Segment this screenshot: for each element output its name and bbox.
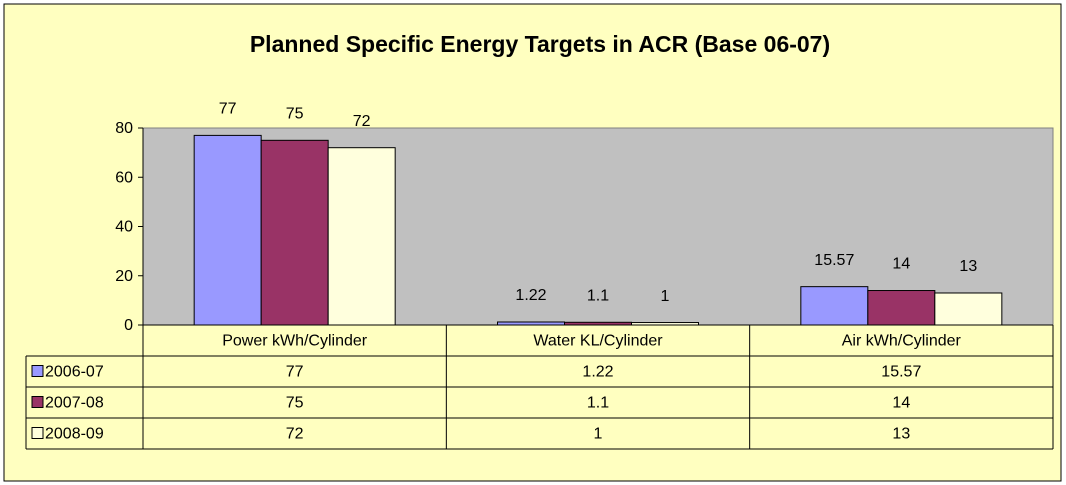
x-tick-label: Air kWh/Cylinder <box>842 333 962 350</box>
legend-key <box>31 427 44 439</box>
y-tick-label: 40 <box>115 219 133 236</box>
table-value: 13 <box>892 426 910 443</box>
table-value: 1 <box>594 426 603 443</box>
table-value: 77 <box>286 364 304 381</box>
legend-key <box>31 365 44 377</box>
bar <box>327 147 396 326</box>
data-label: 75 <box>286 106 304 123</box>
data-label: 13 <box>959 258 977 275</box>
bar <box>260 139 329 326</box>
data-label: 1 <box>661 288 670 305</box>
table-value: 75 <box>286 395 304 412</box>
legend-label: 2007-08 <box>45 395 104 412</box>
legend-label: 2008-09 <box>45 426 104 443</box>
table-value: 15.57 <box>881 364 921 381</box>
chart-title: Planned Specific Energy Targets in ACR (… <box>250 31 830 57</box>
x-tick-label: Power kWh/Cylinder <box>222 333 368 350</box>
x-tick-label: Water KL/Cylinder <box>533 333 663 350</box>
bar <box>800 286 869 326</box>
data-label: 1.22 <box>515 287 546 304</box>
data-label: 14 <box>892 256 910 273</box>
table-value: 1.22 <box>582 364 613 381</box>
data-label: 77 <box>219 101 237 118</box>
data-label: 15.57 <box>814 252 854 269</box>
y-tick-label: 60 <box>115 169 133 186</box>
data-label: 72 <box>353 113 371 130</box>
bar <box>867 290 936 326</box>
y-tick-label: 0 <box>124 317 133 334</box>
legend-key <box>31 396 44 408</box>
table-value: 72 <box>286 426 304 443</box>
y-tick-label: 80 <box>115 120 133 137</box>
data-label: 1.1 <box>587 288 609 305</box>
legend-label: 2006-07 <box>45 364 104 381</box>
bar <box>934 292 1003 326</box>
table-value: 14 <box>892 395 910 412</box>
table-value: 1.1 <box>587 395 609 412</box>
y-tick-label: 20 <box>115 268 133 285</box>
bar <box>193 134 262 326</box>
